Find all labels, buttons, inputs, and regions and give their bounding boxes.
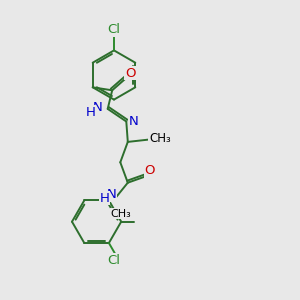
Text: H: H bbox=[100, 192, 110, 205]
Text: Cl: Cl bbox=[107, 254, 120, 267]
Text: O: O bbox=[125, 67, 135, 80]
Text: CH₃: CH₃ bbox=[111, 209, 131, 219]
Text: Cl: Cl bbox=[107, 23, 121, 36]
Text: O: O bbox=[145, 164, 155, 177]
Text: H: H bbox=[85, 106, 95, 119]
Text: N: N bbox=[93, 101, 103, 114]
Text: N: N bbox=[107, 188, 116, 201]
Text: CH₃: CH₃ bbox=[149, 132, 171, 146]
Text: N: N bbox=[129, 115, 139, 128]
